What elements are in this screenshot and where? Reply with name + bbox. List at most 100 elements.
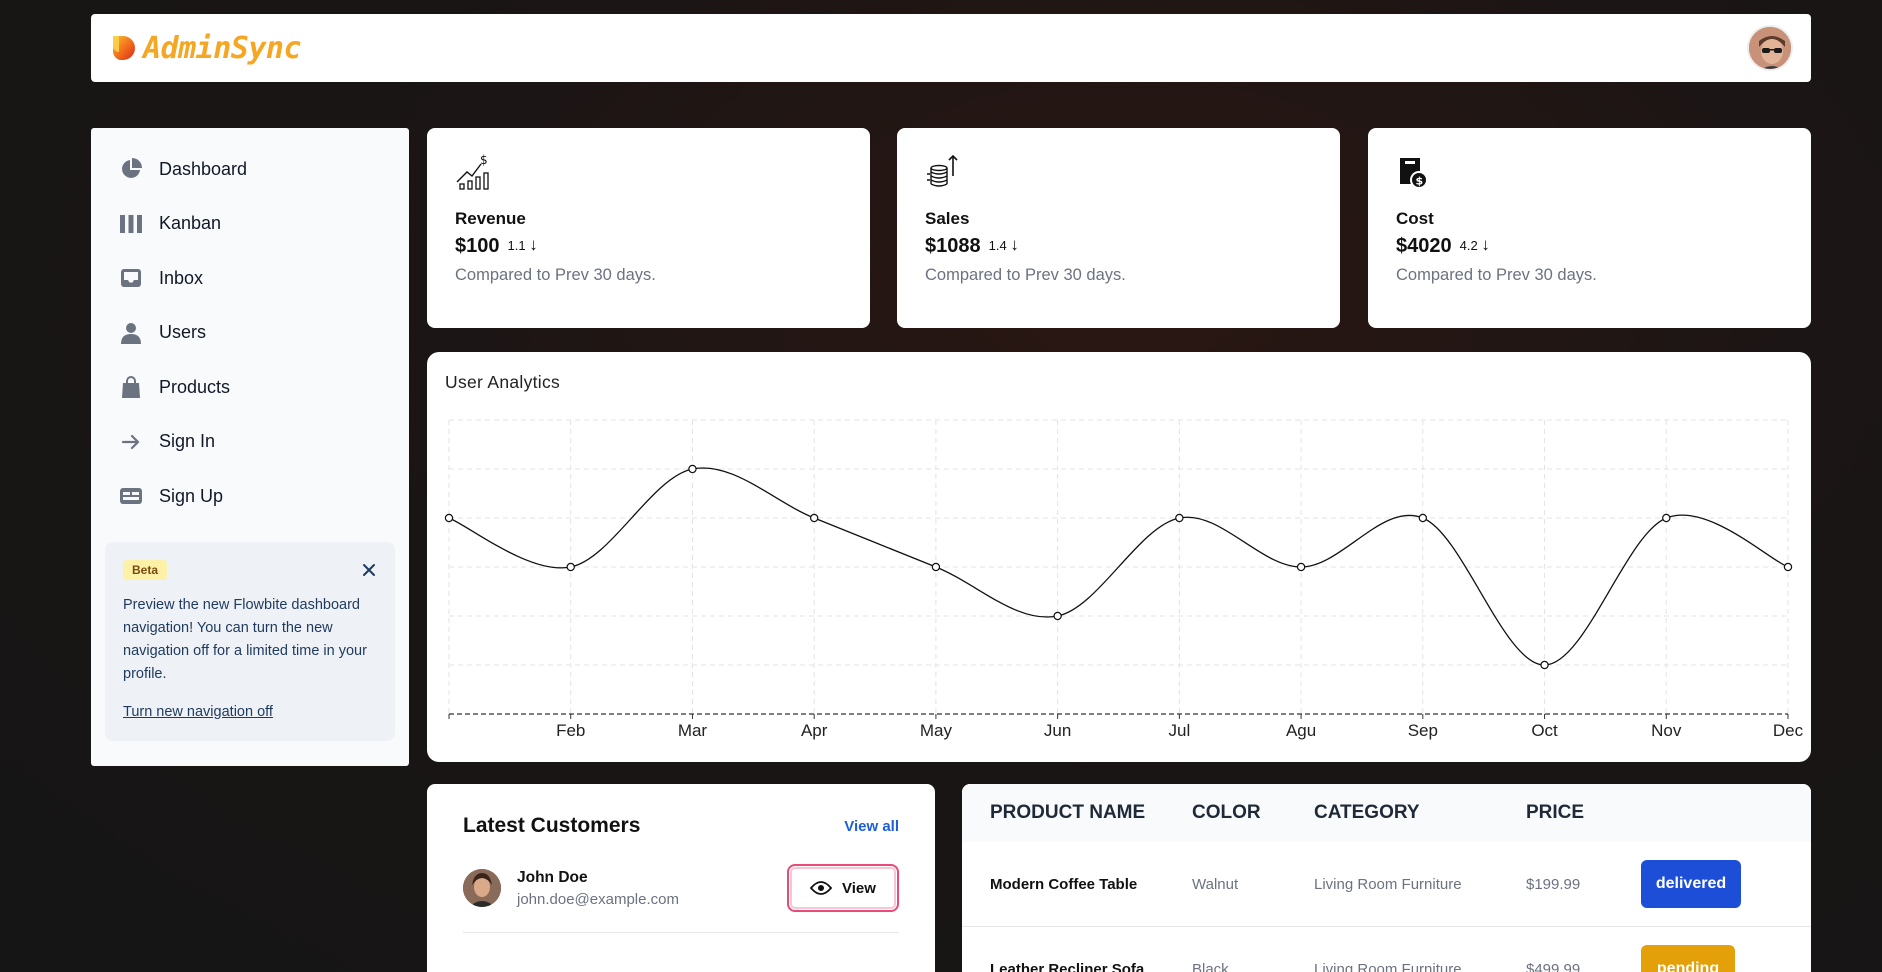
brand-logo-icon [112,36,135,60]
customers-title: Latest Customers [463,814,641,837]
data-point [1053,611,1062,621]
x-tick-label: Jul [1168,721,1190,740]
inbox-icon [119,266,143,290]
stat-change: 1.1 ↓ [507,235,538,254]
table-header: PRODUCT NAME COLOR CATEGORY PRICE [962,784,1811,842]
data-point [809,513,819,523]
sidebar-item-label: Sign In [159,431,216,452]
user-avatar[interactable] [1747,25,1793,71]
id-card-icon [119,484,143,508]
product-price: $199.99 [1526,875,1581,893]
brand[interactable]: AdminSync [109,30,302,66]
x-tick-label: Sep [1408,721,1438,740]
shopping-bag-icon [119,375,143,399]
svg-text:$: $ [1416,175,1424,188]
data-point [1296,562,1306,572]
data-point [1662,513,1671,523]
x-tick-label: Nov [1651,721,1682,740]
cost-box-icon: $ [1400,158,1428,189]
data-point [688,464,697,474]
stat-comparison: Compared to Prev 30 days. [1396,266,1597,284]
stat-comparison: Compared to Prev 30 days. [455,266,656,284]
x-tick-label: May [920,721,953,740]
close-icon[interactable] [361,562,377,578]
stat-comparison: Compared to Prev 30 days. [925,266,1126,284]
turn-off-navigation-link[interactable]: Turn new navigation off [123,703,273,720]
sidebar-item-dashboard[interactable]: Dashboard [105,142,395,197]
data-point [1540,660,1549,670]
view-customer-button[interactable]: View [787,864,899,912]
user-icon [119,321,143,345]
product-category: Living Room Furniture [1314,875,1462,893]
sidebar-item-label: Sign Up [159,485,224,506]
beta-callout: Beta Preview the new Flowbite dashboard … [105,541,395,741]
coins-stack-icon [927,154,958,187]
product-name: Leather Recliner Sofa [990,960,1145,972]
customer-email: john.doe@example.com [517,890,679,908]
x-tick-label: Jun [1044,721,1071,740]
latest-customers-card: Latest Customers View all John Doe john.… [427,784,935,972]
data-point [1175,513,1184,523]
product-color: Black [1192,960,1229,972]
customer-row: John Doe john.doe@example.com View [463,864,899,933]
x-tick-label: Dec [1773,721,1804,740]
sidebar-item-sign-in[interactable]: Sign In [105,415,395,470]
column-header: PRODUCT NAME [990,802,1146,823]
column-header: CATEGORY [1314,802,1420,823]
sidebar-item-label: Inbox [159,267,204,288]
eye-icon [810,881,833,895]
sidebar-item-label: Dashboard [159,158,248,179]
table-row: Leather Recliner Sofa Black Living Room … [962,927,1811,972]
table-row: Modern Coffee Table Walnut Living Room F… [962,842,1811,927]
stat-label: Sales [925,209,970,228]
product-color: Walnut [1192,875,1239,893]
view-button-label: View [842,879,876,897]
data-point [566,562,575,572]
x-tick-label: Agu [1286,721,1316,740]
sidebar-item-products[interactable]: Products [105,360,395,415]
products-table: PRODUCT NAME COLOR CATEGORY PRICE Modern… [962,784,1811,972]
status-pending-button[interactable]: pending [1641,945,1735,972]
sidebar-item-label: Kanban [159,213,222,234]
sidebar-item-label: Products [159,376,231,397]
top-navbar: AdminSync [91,14,1811,82]
arrow-right-icon [119,430,143,454]
sidebar-item-users[interactable]: Users [105,306,395,361]
status-delivered-button[interactable]: delivered [1641,860,1741,908]
product-name: Modern Coffee Table [990,875,1138,893]
stat-card-sales: Sales $1088 1.4 ↓ Compared to Prev 30 da… [897,128,1340,328]
stat-change: 1.4 ↓ [988,235,1019,254]
stat-value: $4020 [1396,235,1452,257]
stat-card-cost: $ Cost $4020 4.2 ↓ Compared to Prev 30 d… [1368,128,1811,328]
sidebar-item-label: Users [159,322,207,343]
data-point [1783,562,1793,572]
pie-chart-icon [119,157,143,181]
brand-name: AdminSync [143,30,302,66]
sidebar-item-sign-up[interactable]: Sign Up [105,469,395,524]
column-header: PRICE [1526,802,1585,823]
x-tick-label: Mar [678,721,708,740]
x-tick-label: Apr [801,721,828,740]
view-all-link[interactable]: View all [844,817,899,835]
svg-text:$: $ [480,154,488,167]
chart-title: User Analytics [445,372,561,392]
arrow-down-icon: ↓ [529,235,538,254]
arrow-down-icon: ↓ [1481,235,1490,254]
avatar-image [1749,27,1791,69]
product-price: $499.99 [1526,960,1581,972]
user-analytics-chart: Feb Mar Apr May Jun Jul Agu Sep Oct Nov Dec [444,419,1804,740]
data-point [444,513,454,523]
product-category: Living Room Furniture [1314,960,1462,972]
columns-icon [119,212,143,236]
stat-label: Revenue [455,209,526,228]
sidebar-item-inbox[interactable]: Inbox [105,251,395,306]
customer-avatar [463,869,501,907]
data-point [931,562,941,572]
user-analytics-card: User Analytics Feb Mar Apr May Jun Jul Agu Sep O… [427,352,1811,762]
column-header: COLOR [1192,802,1261,823]
data-point [1418,513,1428,523]
revenue-growth-icon: $ [456,153,489,190]
stat-card-revenue: $ Revenue $100 1.1 ↓ Compared to Prev 30… [427,128,870,328]
x-tick-label: Oct [1531,721,1558,740]
sidebar-item-kanban[interactable]: Kanban [105,197,395,252]
